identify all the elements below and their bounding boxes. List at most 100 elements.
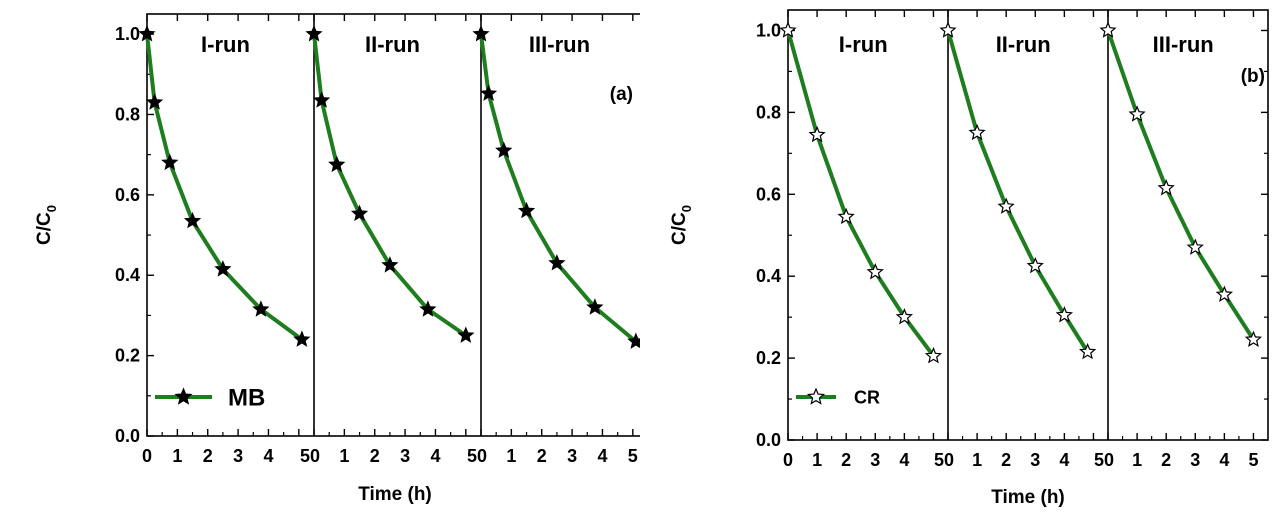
x-tick-label: 0 <box>142 446 152 466</box>
legend-marker <box>806 387 826 405</box>
x-tick-label: 1 <box>339 446 349 466</box>
x-tick-label: 1 <box>172 446 182 466</box>
x-tick-label: 1 <box>972 450 982 470</box>
series-line <box>786 29 936 358</box>
run-label: I-run <box>201 32 250 57</box>
x-tick-label: 0 <box>783 450 793 470</box>
x-tick-label: 3 <box>400 446 410 466</box>
x-tick-label: 50 <box>934 450 954 470</box>
x-tick-label: 3 <box>1190 450 1200 470</box>
series-line <box>1106 29 1256 341</box>
data-point <box>837 207 855 225</box>
legend-marker <box>174 387 193 405</box>
series-line <box>145 33 304 342</box>
x-tick-label: 2 <box>1161 450 1171 470</box>
x-tick-label: 4 <box>430 446 440 466</box>
y-tick-label: 0.6 <box>115 185 140 205</box>
data-point <box>866 263 884 280</box>
data-point <box>381 256 399 273</box>
run-label: II-run <box>996 32 1051 57</box>
x-tick-label: 3 <box>233 446 243 466</box>
x-axis-label: Time (h) <box>991 487 1065 508</box>
x-axis-label: Time (h) <box>358 484 432 505</box>
y-tick-label: 0.2 <box>756 348 781 368</box>
series-line <box>946 29 1090 354</box>
data-point <box>1128 105 1146 122</box>
data-point <box>350 204 369 222</box>
y-tick-label: 1.0 <box>115 24 140 44</box>
data-point <box>548 254 566 271</box>
x-tick-label: 2 <box>1001 450 1011 470</box>
data-point <box>214 260 232 277</box>
x-tick-label: 50 <box>1094 450 1114 470</box>
x-tick-label: 3 <box>1030 450 1040 470</box>
x-tick-label: 2 <box>370 446 380 466</box>
data-point <box>1055 306 1074 323</box>
y-tick-label: 0.0 <box>756 430 781 450</box>
data-point <box>779 21 797 38</box>
data-point <box>328 155 346 173</box>
x-tick-label: 50 <box>467 446 487 466</box>
data-point <box>1244 330 1263 347</box>
x-tick-label: 5 <box>1248 450 1258 470</box>
data-point <box>627 332 640 349</box>
data-point <box>252 300 270 317</box>
data-point <box>1157 179 1175 196</box>
data-point <box>183 211 202 229</box>
data-point <box>305 25 323 42</box>
x-tick-label: 2 <box>841 450 851 470</box>
series-line <box>312 33 467 338</box>
data-point <box>517 201 536 219</box>
data-point <box>939 21 957 38</box>
legend-label: CR <box>854 387 880 407</box>
data-point <box>808 125 826 143</box>
plot-frame <box>146 13 640 437</box>
run-label: III-run <box>1153 32 1214 57</box>
x-tick-label: 1 <box>1132 450 1142 470</box>
x-tick-label: 3 <box>567 446 577 466</box>
x-tick-label: 2 <box>203 446 213 466</box>
data-point <box>472 25 490 42</box>
data-point <box>1079 342 1097 360</box>
data-point <box>293 330 311 347</box>
x-tick-label: 1 <box>506 446 516 466</box>
y-tick-label: 0.0 <box>115 426 140 446</box>
x-tick-label: 4 <box>1059 450 1069 470</box>
run-label: I-run <box>839 32 888 57</box>
data-point <box>924 346 943 364</box>
data-point <box>1186 238 1204 255</box>
y-tick-label: 0.8 <box>115 104 140 124</box>
data-point <box>586 298 604 315</box>
data-point <box>146 93 164 110</box>
data-point <box>997 197 1015 214</box>
series-line <box>479 33 638 344</box>
chart-panel-b: 0.00.20.40.60.81.00 1 2 3 4 50 1 2 3 4 50 1 2 3 4 5C/C0… <box>669 9 1269 508</box>
panel-label: (a) <box>610 84 633 105</box>
y-tick-label: 1.0 <box>756 20 781 40</box>
data-point <box>419 300 437 317</box>
data-point <box>480 84 498 101</box>
x-tick-label: 5 <box>628 446 638 466</box>
x-tick-label: 4 <box>597 446 607 466</box>
x-tick-label: 4 <box>1219 450 1229 470</box>
y-tick-label: 0.4 <box>756 266 781 286</box>
x-tick-label: 3 <box>870 450 880 470</box>
run-label: II-run <box>365 32 420 57</box>
y-tick-label: 0.8 <box>756 102 781 122</box>
data-point <box>1215 285 1233 302</box>
panel-label: (b) <box>1241 66 1265 87</box>
x-tick-label: 4 <box>263 446 273 466</box>
x-tick-label: 2 <box>537 446 547 466</box>
y-axis-label: C/C0 <box>669 205 694 245</box>
data-point <box>457 326 475 343</box>
data-point <box>895 308 913 325</box>
legend-label: MB <box>228 385 265 412</box>
x-tick-label: 1 <box>812 450 822 470</box>
data-point <box>968 123 986 141</box>
y-axis-label: C/C0 <box>34 205 59 245</box>
y-tick-label: 0.2 <box>115 346 140 366</box>
data-point <box>161 153 179 171</box>
data-point <box>1026 256 1044 274</box>
data-point <box>138 25 156 42</box>
chart-panel-a: 0.00.20.40.60.81.00 1 2 3 4 50 1 2 3 4 50 1 2 3 4 5C/C0… <box>34 13 640 505</box>
